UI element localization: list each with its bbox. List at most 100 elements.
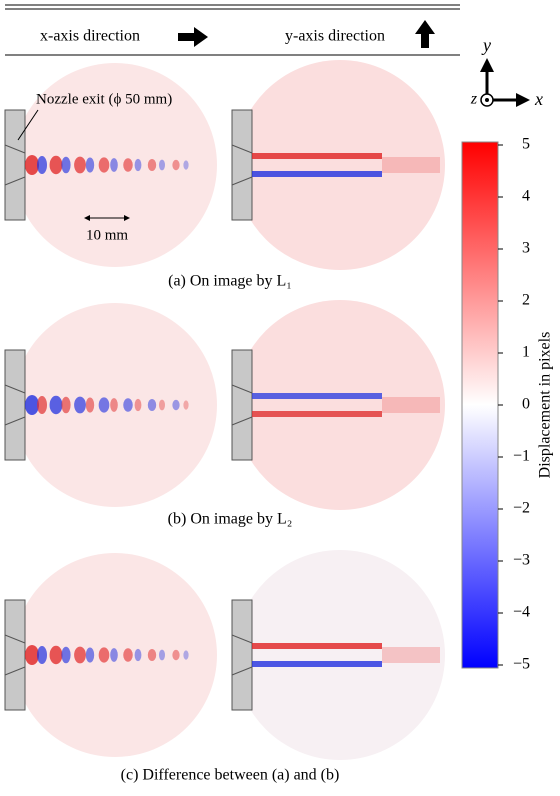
jet-shear-top: [252, 393, 382, 399]
jet-shear-top: [252, 643, 382, 649]
jet-cell: [37, 396, 47, 414]
jet-cell: [134, 398, 142, 412]
panel-caption: (b) On image by L₂: [168, 511, 293, 528]
jet-cell: [49, 645, 63, 665]
arrow-up: [415, 20, 435, 48]
jet-wake: [382, 157, 440, 173]
jet-shear-bottom: [252, 171, 382, 177]
scale-label: 10 mm: [86, 227, 128, 243]
colorbar-tick-label: 5: [522, 136, 530, 153]
jet-cell: [159, 649, 165, 661]
jet-cell: [110, 648, 118, 662]
colorbar-tick-label: −5: [513, 656, 530, 673]
jet-cell: [61, 396, 71, 414]
jet-shear-top: [252, 153, 382, 159]
colorbar-tick-label: 2: [522, 292, 530, 309]
nozzle: [4, 109, 26, 221]
jet-cell: [49, 155, 63, 175]
jet-cell: [74, 646, 86, 664]
colorbar-tick-label: −2: [513, 500, 530, 517]
colorbar-label: Displacement in pixels: [537, 332, 554, 479]
jet-cell: [147, 159, 157, 171]
header-right: y-axis direction: [285, 28, 385, 45]
nozzle-edge: [231, 176, 253, 186]
jet-cell: [123, 398, 133, 412]
jet-shear-bottom: [252, 661, 382, 667]
jet-cell: [85, 157, 95, 173]
jet-cell: [134, 158, 142, 172]
jet-cell: [61, 156, 71, 174]
jet-cell: [110, 158, 118, 172]
jet-cell: [172, 399, 180, 411]
axis-arrow-head: [480, 58, 494, 72]
nozzle-edge: [231, 634, 253, 644]
jet-cell: [183, 400, 189, 410]
jet-cell: [49, 395, 63, 415]
jet-cell: [147, 649, 157, 661]
nozzle-edge: [231, 384, 253, 394]
colorbar-tick-label: −4: [513, 604, 530, 621]
panel-caption: (c) Difference between (a) and (b): [121, 767, 340, 784]
colorbar-tick-label: 0: [522, 396, 530, 413]
nozzle-edge: [4, 384, 26, 394]
jet-cell: [85, 397, 95, 413]
jet-cell: [98, 157, 110, 173]
image-field: [235, 550, 445, 760]
jet-cell: [98, 647, 110, 663]
nozzle-edge: [231, 666, 253, 676]
colorbar-tick-label: 3: [522, 240, 530, 257]
axis-z: z: [470, 91, 478, 108]
jet-cell: [183, 160, 189, 170]
jet-cell: [25, 645, 39, 665]
jet-wake: [382, 647, 440, 663]
jet-cell: [25, 155, 39, 175]
axis-x: x: [534, 89, 543, 109]
jet-cell: [37, 156, 47, 174]
jet-cell: [183, 650, 189, 660]
nozzle-annotation: Nozzle exit (ϕ 50 mm): [36, 91, 172, 107]
scale-arrow: [124, 215, 130, 221]
image-field: [235, 60, 445, 270]
jet-cell: [61, 646, 71, 664]
jet-cell: [147, 399, 157, 411]
nozzle-edge: [231, 416, 253, 426]
colorbar-tick-label: 4: [522, 188, 530, 205]
colorbar-tick-label: 1: [522, 344, 530, 361]
jet-shear-bottom: [252, 411, 382, 417]
jet-cell: [123, 648, 133, 662]
arrow-right: [178, 27, 208, 47]
image-field: [235, 300, 445, 510]
axis-y: y: [481, 35, 491, 55]
jet-cell: [74, 396, 86, 414]
nozzle: [231, 109, 253, 221]
jet-cell: [159, 399, 165, 411]
leader: [17, 109, 39, 141]
nozzle-edge: [4, 666, 26, 676]
nozzle-edge: [4, 144, 26, 154]
nozzle: [4, 349, 26, 461]
jet-cell: [134, 648, 142, 662]
header-left: x-axis direction: [40, 28, 140, 45]
colorbar-tick-label: −3: [513, 552, 530, 569]
nozzle: [231, 349, 253, 461]
nozzle: [231, 599, 253, 711]
jet-cell: [74, 156, 86, 174]
panel-caption: (a) On image by L₁: [168, 273, 292, 290]
z-axis-dot: [485, 98, 489, 102]
jet-cell: [85, 647, 95, 663]
nozzle: [4, 599, 26, 711]
panels: (a) On image by L₁ (b) On image by L₂ (c) …: [4, 60, 445, 784]
nozzle-edge: [4, 416, 26, 426]
jet-cell: [37, 646, 47, 664]
jet-cell: [25, 395, 39, 415]
nozzle-edge: [4, 634, 26, 644]
jet-wake: [382, 397, 440, 413]
nozzle-edge: [4, 176, 26, 186]
jet-cell: [172, 649, 180, 661]
scale-arrow: [84, 215, 90, 221]
axis-arrow-head: [516, 93, 530, 107]
colorbar-tick-label: −1: [513, 448, 530, 465]
jet-cell: [110, 398, 118, 412]
jet-cell: [123, 158, 133, 172]
